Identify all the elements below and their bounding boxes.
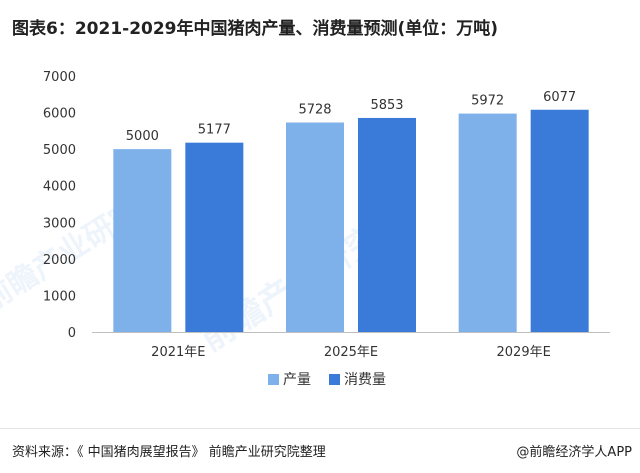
- brand-credit: @前瞻经济学人APP: [516, 445, 632, 460]
- x-tick-label: 2029年E: [497, 345, 551, 360]
- y-axis: 0 1000 2000 3000 4000 5000 6000 7000: [43, 70, 76, 341]
- data-label: 5000: [126, 129, 159, 144]
- x-axis: 2021年E 2025年E 2029年E: [92, 332, 610, 360]
- value-labels: 5000 5177 5728 5853 5972 6077: [126, 90, 576, 144]
- bar-consumption: [358, 117, 416, 333]
- y-tick-label: 4000: [43, 180, 76, 195]
- footer: 资料来源：《 中国猪肉展望报告》 前瞻产业研究院整理 @前瞻经济学人APP: [0, 428, 640, 473]
- chart-area: 前瞻产业研究院 前瞻产业研究院 010002000300040005000600…: [0, 52, 640, 412]
- bar-production: [286, 122, 344, 332]
- legend: 产量 消费量: [268, 372, 386, 388]
- source-note: 资料来源：《 中国猪肉展望报告》 前瞻产业研究院整理: [12, 445, 326, 460]
- data-label: 5972: [471, 94, 504, 109]
- legend-label: 产量: [283, 372, 311, 388]
- x-tick-label: 2021年E: [151, 345, 205, 360]
- legend-swatch: [329, 374, 340, 385]
- bar-chart: 前瞻产业研究院 前瞻产业研究院 010002000300040005000600…: [0, 70, 610, 388]
- data-label: 5177: [198, 123, 231, 138]
- data-label: 6077: [543, 90, 576, 105]
- y-tick-label: 0: [68, 326, 76, 341]
- bars: [113, 109, 589, 333]
- chart-title: 图表6：2021-2029年中国猪肉产量、消费量预测(单位：万吨): [12, 19, 499, 39]
- bar-consumption: [530, 109, 589, 332]
- bar-production: [113, 149, 172, 332]
- x-tick-label: 2025年E: [324, 345, 378, 360]
- y-tick-label: 5000: [43, 143, 76, 158]
- y-tick-label: 6000: [43, 107, 76, 122]
- y-tick-label: 3000: [43, 216, 76, 231]
- bar-production: [458, 113, 517, 332]
- data-label: 5728: [298, 103, 331, 118]
- y-tick-label: 7000: [43, 70, 76, 85]
- data-label: 5853: [370, 98, 403, 113]
- y-tick-label: 2000: [43, 253, 76, 268]
- bar-consumption: [185, 142, 244, 332]
- legend-label: 消费量: [344, 372, 386, 388]
- y-tick-label: 1000: [43, 289, 76, 304]
- legend-swatch: [268, 374, 279, 385]
